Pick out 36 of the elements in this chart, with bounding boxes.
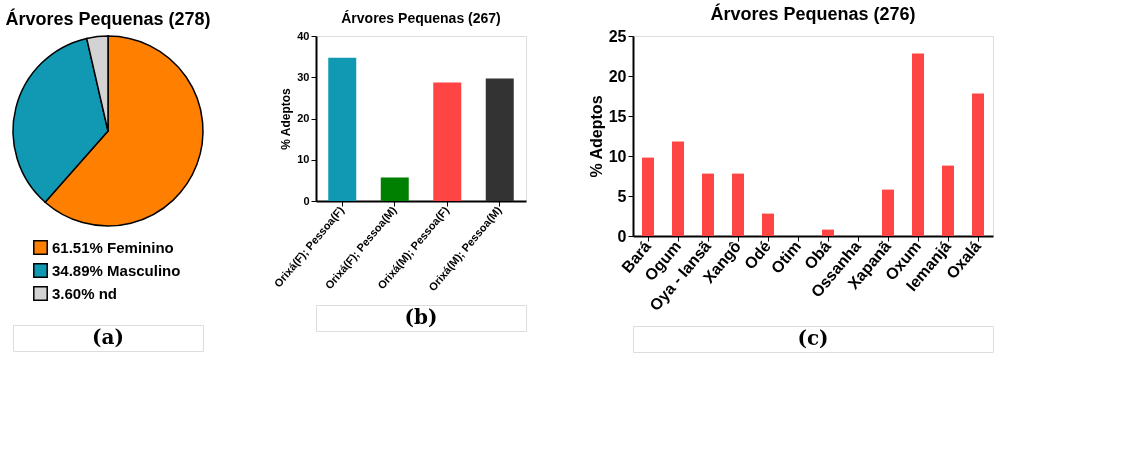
y-tick-label: 5 [617,187,627,205]
bar [328,57,357,201]
y-tick-label: 10 [608,147,627,165]
legend-label: 3.60% nd [52,284,118,302]
bar [485,78,514,201]
y-tick-label: 0 [303,194,310,207]
y-tick-label: 10 [297,153,310,166]
y-tick-label: 20 [608,67,627,85]
bar [882,189,894,236]
bar [822,229,834,236]
bar [972,93,984,236]
text: (a) [92,325,124,349]
legend-label: 34.89% Masculino [52,261,181,279]
bar [912,53,924,236]
chart-title: Árvores Pequenas (278) [5,8,211,29]
bar [762,213,774,236]
y-tick-label: 30 [297,70,310,83]
bar [642,157,654,236]
chart-title: Árvores Pequenas (267) [341,10,501,26]
bar [433,82,462,201]
y-tick-label: 0 [617,227,627,245]
y-tick-label: 20 [297,112,310,124]
bar [702,173,714,236]
y-tick-label: 25 [608,27,627,45]
text: (b) [404,305,438,329]
chart-title: Árvores Pequenas (276) [710,3,916,24]
bar [380,177,409,201]
bar [672,141,684,236]
bar [942,165,954,236]
legend-label: 61.51% Feminino [52,238,174,256]
bar [732,173,744,236]
y-tick-label: 40 [297,29,310,42]
y-tick-label: 15 [608,107,627,125]
y-axis-title: % Adeptos [587,95,605,178]
y-axis-title: % Adeptos [279,87,294,150]
text: (c) [797,326,829,350]
